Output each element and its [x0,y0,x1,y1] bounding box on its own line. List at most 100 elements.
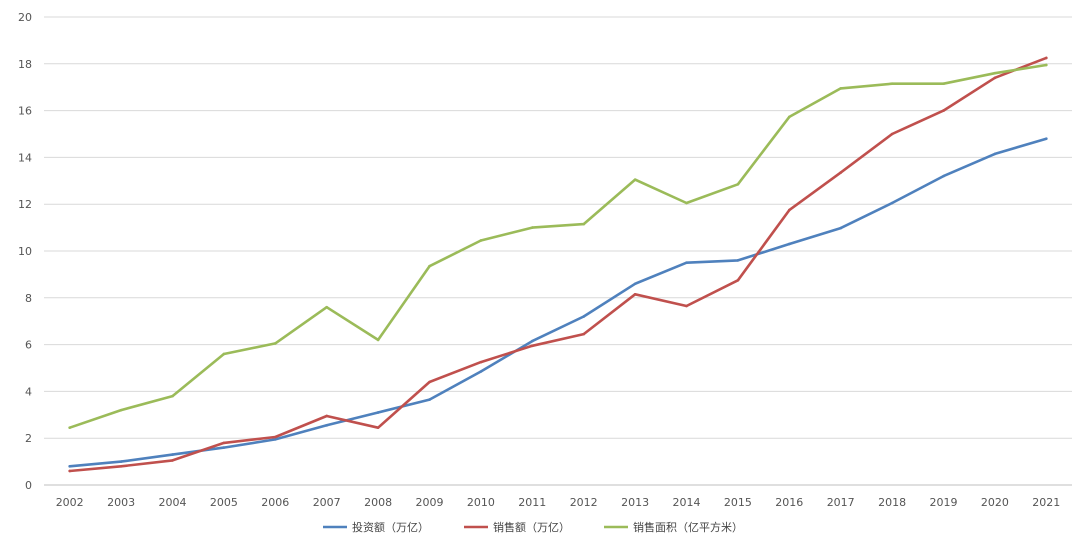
x-tick-label: 2005 [210,496,238,509]
data-point [428,264,431,268]
data-point [1045,56,1048,60]
data-point [582,332,585,336]
data-point [119,460,123,463]
grid [44,16,1072,486]
y-tick-label: 10 [18,245,32,258]
legend-label: 投资额（万亿） [352,520,429,534]
y-tick-label: 18 [18,58,32,71]
data-point [1045,63,1048,67]
data-point [428,398,431,401]
data-point [788,242,791,246]
data-point [428,380,431,384]
x-tick-label: 2012 [570,496,598,509]
x-tick-label: 2006 [261,496,289,509]
data-point [479,239,483,242]
data-point [633,282,637,286]
y-tick-label: 14 [18,151,32,164]
data-point [839,171,842,174]
x-tick-label: 2013 [621,496,649,509]
data-point [376,338,380,342]
data-point [736,183,740,186]
data-point [582,222,585,226]
data-point [119,464,123,468]
data-point [942,174,945,178]
x-tick-label: 2002 [56,496,84,509]
data-point [736,278,740,282]
data-point [839,87,842,90]
x-tick-label: 2010 [467,496,495,509]
series-group [68,56,1048,473]
legend-label: 销售额（万亿） [493,520,570,534]
x-tick-label: 2021 [1032,496,1060,509]
data-point [222,352,226,356]
x-tick-label: 2018 [878,496,906,509]
x-tick-label: 2004 [159,496,187,509]
data-point [788,208,791,212]
data-point [274,342,277,345]
y-tick-label: 6 [25,339,32,352]
x-tick-label: 2020 [981,496,1009,509]
x-tick-label: 2016 [775,496,803,509]
data-point [685,201,688,205]
data-point [993,71,997,75]
legend-label: 销售面积（亿平方米） [633,520,743,534]
x-axis-ticks: 2002 2003 2004 2005 2006 2007 2008 2009 2010 2011… [56,496,1061,509]
data-point [531,226,534,229]
data-point [1045,137,1048,140]
data-point [685,261,688,265]
y-tick-label: 12 [18,198,32,211]
y-tick-label: 20 [18,11,32,24]
data-point [890,201,894,205]
x-tick-label: 2014 [673,496,701,509]
data-point [685,304,688,308]
data-point [633,178,637,181]
data-point [531,339,534,343]
data-point [531,344,534,348]
x-tick-label: 2007 [313,496,341,509]
series-line-0 [68,137,1048,468]
data-point [582,315,585,318]
data-point [274,438,277,441]
data-point [993,152,997,156]
legend: 投资额（万亿） 销售额（万亿） 销售面积（亿平方米） [323,520,743,534]
data-point [736,259,740,262]
y-tick-label: 16 [18,105,32,118]
data-point [68,426,71,429]
x-tick-label: 2017 [827,496,855,509]
data-point [993,76,997,80]
data-point [119,408,123,412]
data-point [376,426,380,429]
data-point [890,132,894,136]
data-point [171,394,174,398]
data-point [222,446,226,449]
x-tick-label: 2015 [724,496,752,509]
data-point [788,115,791,119]
x-tick-label: 2009 [416,496,444,509]
y-tick-label: 8 [25,292,32,305]
data-point [171,453,174,456]
series-line-2 [68,63,1048,430]
data-point [325,424,329,427]
data-point [890,82,894,85]
data-point [479,360,483,364]
y-tick-label: 0 [25,479,32,492]
data-point [222,441,226,445]
data-point [839,226,842,230]
data-point [274,435,277,439]
data-point [633,292,637,296]
data-point [68,469,71,473]
data-point [325,305,329,309]
data-point [376,411,380,414]
x-tick-label: 2003 [107,496,135,509]
y-tick-label: 4 [25,385,32,398]
data-point [68,464,71,468]
x-tick-label: 2019 [930,496,958,509]
series-line-1 [68,56,1048,473]
x-tick-label: 2008 [364,496,392,509]
data-point [942,82,945,85]
y-axis-ticks: 0 2 4 6 8 10 12 14 16 18 20 [18,11,32,492]
y-tick-label: 2 [25,432,32,445]
data-point [479,370,483,373]
